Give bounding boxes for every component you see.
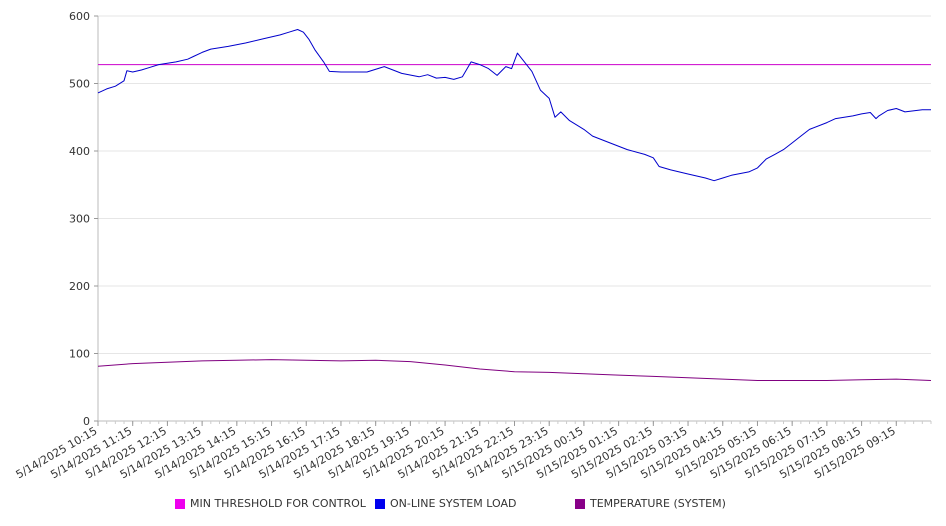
y-tick-label: 600 [69,10,90,23]
legend-label-min-threshold: MIN THRESHOLD FOR CONTROL [190,497,366,510]
y-tick-label: 0 [83,415,90,428]
y-tick-label: 300 [69,213,90,226]
y-tick-label: 400 [69,145,90,158]
x-axis-ticks: 5/14/2025 10:155/14/2025 11:155/14/2025 … [14,421,932,481]
series-line-system-load [97,29,931,182]
series-line-temperature [97,359,932,381]
grid-lines [98,15,931,354]
chart-legend: MIN THRESHOLD FOR CONTROL ON-LINE SYSTEM… [0,497,946,515]
y-tick-label: 100 [69,348,90,361]
legend-swatch-temperature [575,498,585,509]
y-tick-label: 500 [69,78,90,91]
series-lines [97,29,932,381]
line-chart: 0 100 200 300 400 500 600 5/14/2025 10:155/14/… [14,10,932,481]
legend-item-system-load: ON-LINE SYSTEM LOAD [375,497,516,510]
y-axis-ticks: 0 100 200 300 400 500 600 [69,10,98,428]
legend-item-temperature: TEMPERATURE (SYSTEM) [575,497,726,510]
legend-item-min-threshold: MIN THRESHOLD FOR CONTROL [175,497,366,510]
legend-label-system-load: ON-LINE SYSTEM LOAD [390,497,517,510]
legend-swatch-system-load [375,498,385,509]
y-tick-label: 200 [69,280,90,293]
legend-label-temperature: TEMPERATURE (SYSTEM) [590,497,726,510]
legend-swatch-min-threshold [175,498,185,509]
